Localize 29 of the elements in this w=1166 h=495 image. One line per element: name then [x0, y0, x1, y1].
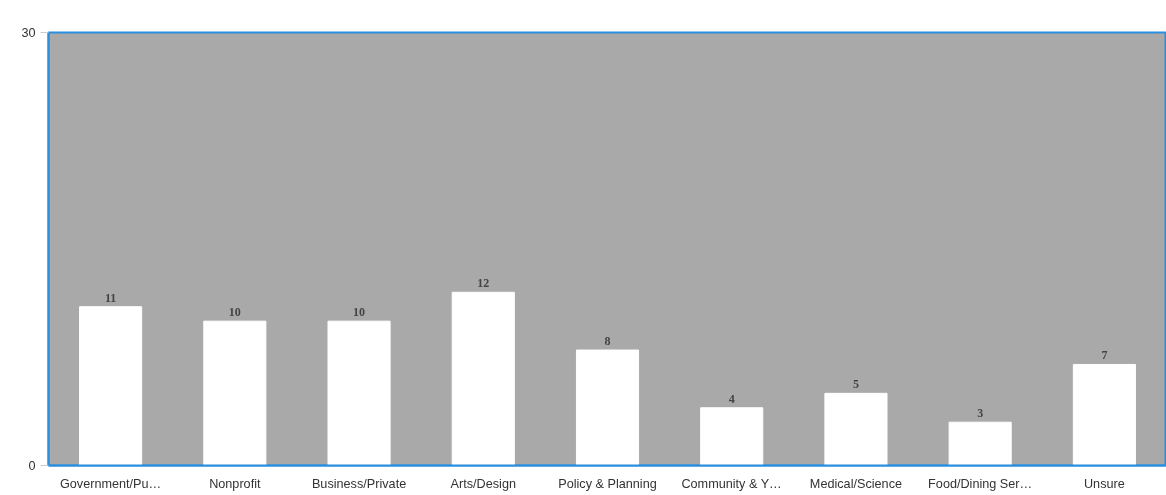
x-tick-label: Business/Private — [311, 476, 407, 491]
data-label: 8 — [604, 334, 611, 349]
x-tick-label: Community & Y… — [681, 476, 782, 491]
bar — [575, 349, 640, 466]
bar — [1072, 363, 1136, 466]
data-label: 12 — [477, 276, 490, 291]
bar — [451, 291, 515, 466]
data-label: 10 — [353, 305, 366, 320]
bar — [203, 320, 267, 466]
x-tick-label: Policy & Planning — [558, 476, 657, 491]
data-label: 3 — [977, 406, 984, 421]
data-label: 10 — [228, 305, 241, 320]
data-label: 4 — [728, 391, 735, 406]
bar — [700, 407, 764, 466]
x-tick-label: Food/Dining Ser… — [928, 476, 1033, 491]
x-tick-label: Unsure — [1083, 476, 1125, 491]
y-tick-label: 30 — [21, 26, 36, 40]
x-tick-label: Government/Pu… — [59, 476, 162, 491]
data-label: 7 — [1101, 348, 1108, 363]
bar — [79, 306, 143, 466]
bar — [948, 421, 1012, 466]
bar — [327, 320, 391, 466]
bar — [824, 392, 888, 466]
y-tick-label: 0 — [28, 459, 36, 473]
data-label: 5 — [852, 377, 859, 392]
x-tick-label: Medical/Science — [809, 476, 903, 491]
x-tick-label: Arts/Design — [450, 476, 516, 491]
data-label: 11 — [104, 290, 117, 305]
x-tick-label: Nonprofit — [209, 476, 261, 491]
